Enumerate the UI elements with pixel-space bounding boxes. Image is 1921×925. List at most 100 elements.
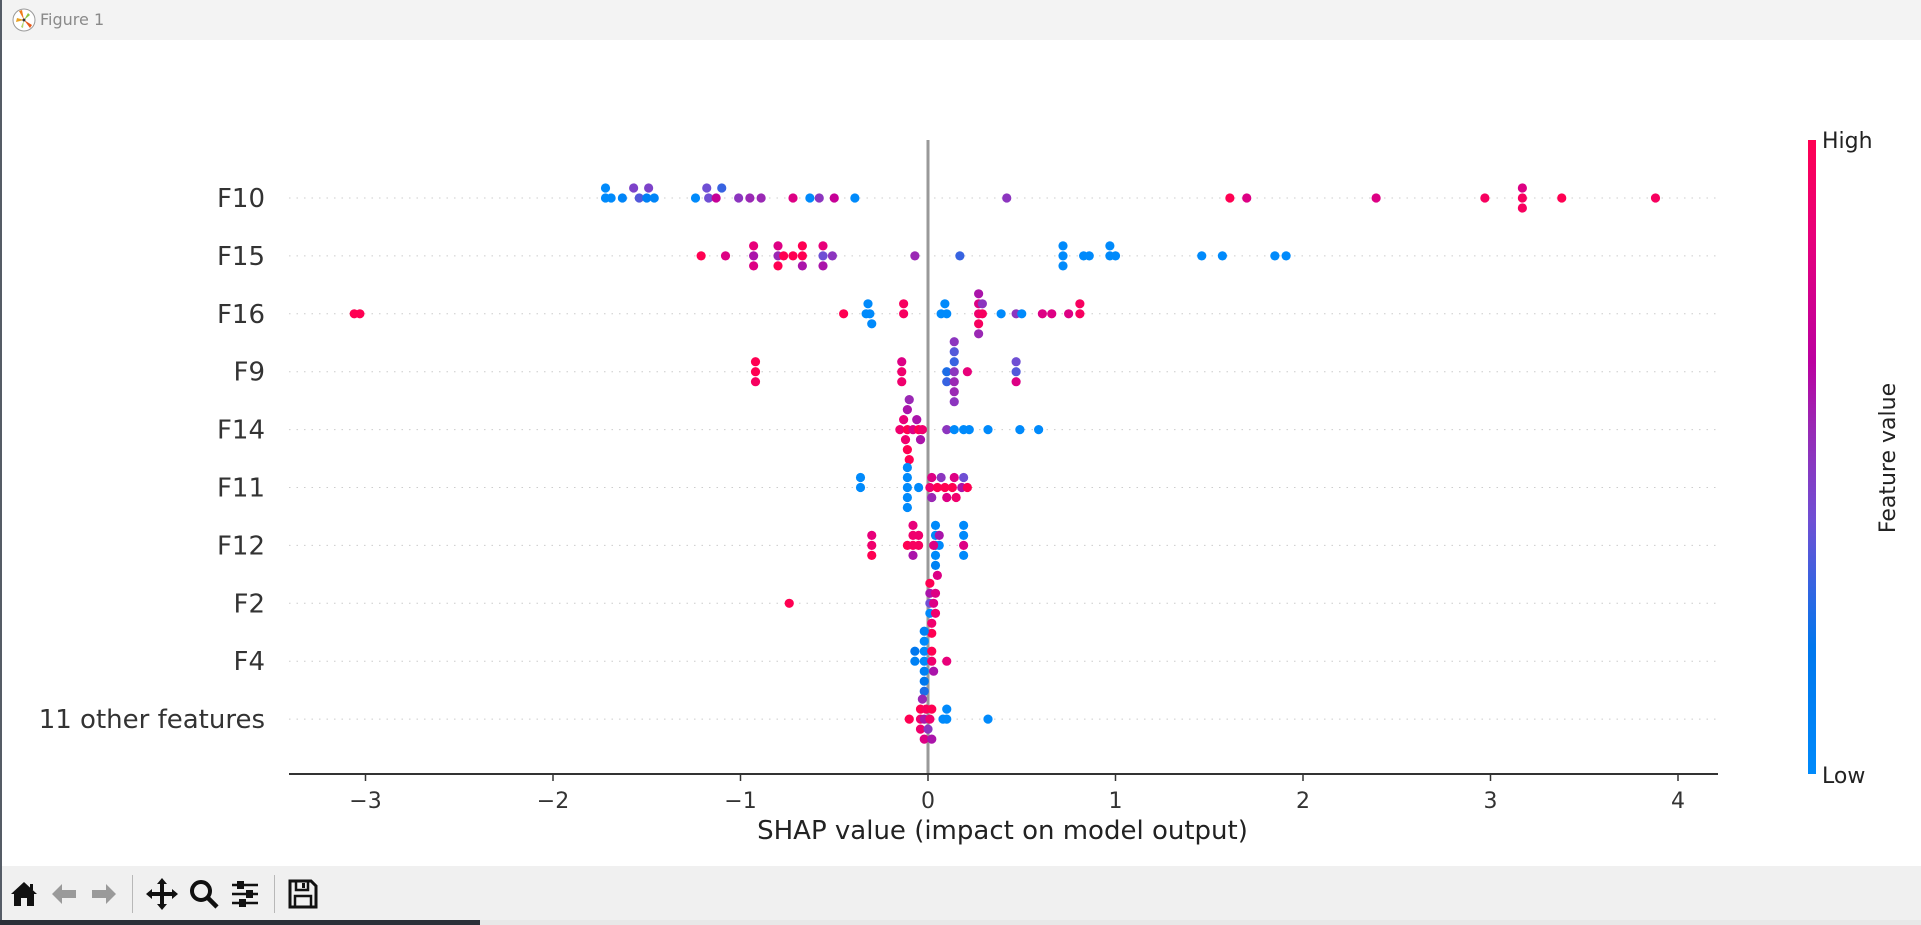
zoom-button[interactable] (186, 876, 222, 912)
home-button[interactable] (6, 876, 42, 912)
shap-point (1517, 183, 1527, 193)
feature-label: F4 (234, 647, 266, 677)
shap-point (867, 530, 877, 540)
shap-point (1058, 261, 1068, 271)
shap-point (818, 261, 828, 271)
shap-point (949, 367, 959, 377)
shap-point (930, 520, 941, 530)
x-tick-label: 2 (1296, 789, 1310, 814)
shap-point (895, 425, 905, 435)
shap-point (634, 193, 644, 203)
shap-point (904, 395, 914, 405)
window-border (0, 0, 2, 920)
shap-point (919, 676, 929, 686)
magnifier-icon (190, 880, 219, 909)
toolbar-separator (274, 875, 275, 913)
shap-point (932, 570, 942, 581)
shap-point (934, 530, 944, 540)
shap-point (899, 299, 909, 309)
shap-point (1002, 193, 1012, 203)
pan-button[interactable] (144, 876, 180, 912)
shap-point (910, 251, 920, 261)
shap-point (818, 251, 828, 261)
shap-point (797, 261, 807, 271)
shap-point (929, 598, 939, 608)
shap-point (959, 540, 969, 550)
shap-point (919, 656, 929, 666)
figure-canvas[interactable]: F10 F15 F16 F9 F14 F11 F12 F2 F4 11 other feature… (2, 40, 1921, 866)
shap-point (940, 482, 950, 493)
shap-point (696, 251, 706, 261)
shap-point (1650, 193, 1661, 203)
shap-point (996, 309, 1006, 319)
shap-point (717, 183, 727, 193)
taskbar-edge (0, 920, 480, 925)
shap-point (1047, 309, 1057, 319)
arrow-right-icon (92, 884, 116, 904)
shap-point (962, 482, 972, 493)
shap-point (865, 309, 875, 319)
shap-point (974, 289, 984, 299)
shap-point (855, 472, 866, 483)
shap-point (867, 550, 877, 560)
configure-subplots-button[interactable] (227, 876, 263, 912)
shap-point (949, 425, 959, 435)
shap-point (908, 520, 918, 530)
shap-point (749, 241, 759, 251)
shap-point (1075, 299, 1085, 309)
shap-point (818, 241, 828, 251)
shap-point (1011, 357, 1021, 367)
colorbar (1808, 140, 1816, 774)
shap-point (930, 550, 941, 560)
shap-point (983, 425, 993, 435)
shap-point (814, 193, 824, 203)
x-axis-ticks: −3 −2 −1 0 1 2 3 4 (349, 774, 1685, 814)
back-button[interactable] (46, 876, 82, 912)
shap-point (788, 251, 798, 261)
shap-point (959, 520, 969, 530)
shap-point (942, 309, 952, 319)
shap-point (1217, 251, 1227, 261)
matplotlib-app-icon (12, 8, 36, 32)
shap-point (1105, 241, 1115, 251)
shap-point (936, 472, 946, 483)
arrow-left-icon (52, 884, 76, 904)
shap-point (902, 482, 912, 493)
save-button[interactable] (285, 876, 321, 912)
shap-point (959, 472, 969, 483)
shap-point (904, 455, 914, 465)
shap-point (919, 686, 929, 696)
shap-point (923, 724, 933, 734)
shap-point (917, 425, 927, 435)
shap-point (910, 646, 920, 656)
shap-point (919, 626, 929, 636)
shap-point (959, 530, 969, 540)
shap-point (642, 193, 652, 203)
shap-point (1281, 251, 1291, 261)
shap-point (1517, 203, 1527, 213)
shap-point (949, 397, 959, 407)
shap-point (949, 387, 959, 397)
shap-point (1517, 193, 1527, 203)
x-tick-label: 1 (1109, 789, 1123, 814)
shap-point (745, 193, 755, 203)
shap-point (902, 472, 912, 483)
x-tick-label: −3 (349, 789, 381, 814)
shap-point (1011, 367, 1021, 377)
shap-point (915, 435, 926, 445)
shap-point (1075, 309, 1085, 319)
feature-label: F15 (217, 242, 265, 272)
shap-point (942, 377, 952, 387)
shap-point (904, 714, 914, 724)
forward-button[interactable] (86, 876, 122, 912)
feature-label: F2 (234, 589, 266, 619)
shap-point (1270, 251, 1280, 261)
shap-point (927, 656, 937, 666)
shap-point (734, 193, 744, 203)
home-icon (11, 882, 37, 906)
shap-point (942, 367, 952, 377)
shap-point (1480, 193, 1490, 203)
shap-point (617, 193, 627, 203)
feature-label: F11 (217, 474, 265, 504)
shap-point (720, 251, 731, 261)
